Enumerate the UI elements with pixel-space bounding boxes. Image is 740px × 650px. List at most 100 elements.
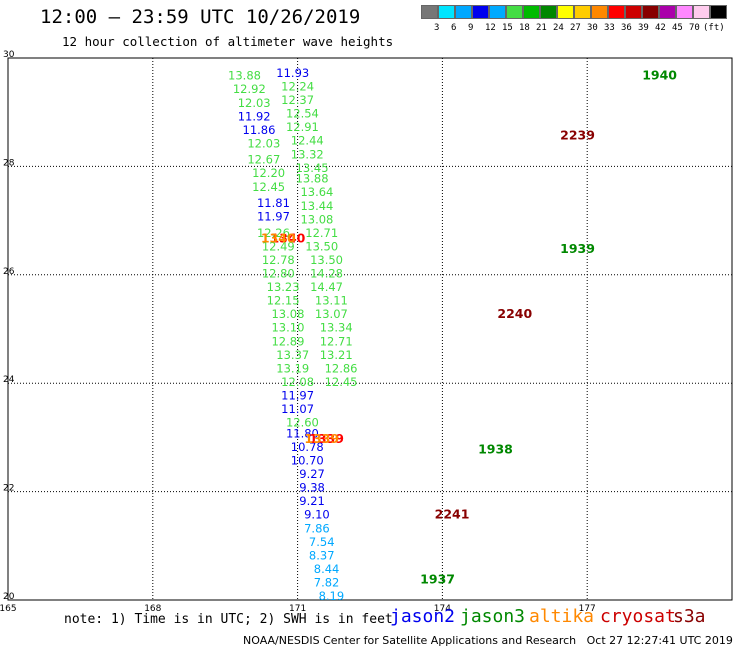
wave-height-value: 12.54 (286, 107, 319, 121)
wave-height-value: 13.08 (300, 212, 333, 226)
legend-altika: altika (529, 606, 595, 627)
legend-label: 42 (655, 23, 666, 33)
wave-height-value: 13.88 (228, 69, 261, 83)
wave-height-value: 12.45 (325, 375, 358, 389)
wave-height-value: 12.86 (325, 361, 358, 375)
wave-height-value: 9.38 (299, 481, 325, 495)
wave-height-value: 11.97 (257, 210, 290, 224)
legend-label: 12 (485, 23, 496, 33)
wave-height-value: 12.15 (267, 294, 300, 308)
wave-height-value: 13.32 (291, 147, 324, 161)
y-tick-label: 26 (3, 267, 15, 277)
wave-height-value: 9.21 (299, 494, 325, 508)
wave-height-value: 14.47 (310, 280, 343, 294)
wave-height-value: 11.80 (286, 426, 319, 440)
legend-swatch (523, 5, 540, 19)
legend-swatch (591, 5, 608, 19)
legend-label: 24 (553, 23, 564, 33)
wave-height-value: 12.45 (252, 180, 285, 194)
legend-swatch (421, 5, 438, 19)
legend-swatch (540, 5, 557, 19)
wave-height-value: 7.82 (314, 575, 340, 589)
wave-height-value: 12.92 (233, 82, 266, 96)
wave-height-value: 13.19 (276, 361, 309, 375)
wave-height-value: 13.08 (271, 307, 304, 321)
legend-label: 39 (638, 23, 649, 33)
legend-label: 30 (587, 23, 598, 33)
legend-label: 33 (604, 23, 615, 33)
legend-label: 45 (672, 23, 683, 33)
legend-swatch (625, 5, 642, 19)
y-tick-label: 20 (3, 592, 15, 602)
wave-height-value: 11.07 (281, 402, 314, 416)
y-tick-label: 24 (3, 375, 15, 385)
wave-height-value: 14.28 (310, 267, 343, 281)
wave-height-value: 12.08 (281, 375, 314, 389)
wave-height-value: 12.37 (281, 93, 314, 107)
legend-label: 18 (519, 23, 530, 33)
pass-time-label: 1939 (560, 241, 595, 256)
wave-height-value: 7.86 (304, 521, 330, 535)
wave-height-value: 12.24 (281, 80, 314, 94)
x-tick-label: 168 (144, 604, 161, 614)
x-tick-label: 171 (289, 604, 306, 614)
note-text: note: 1) Time is in UTC; 2) SWH is in fe… (64, 612, 393, 627)
y-tick-label: 22 (3, 484, 14, 494)
legend-swatch (557, 5, 574, 19)
pass-time-label: 1339 (304, 431, 339, 446)
legend-swatch (472, 5, 489, 19)
wave-height-value: 13.10 (271, 321, 304, 335)
map-frame (7, 57, 733, 601)
legend-swatch (710, 5, 727, 19)
wave-height-value: 10.78 (291, 440, 324, 454)
x-tick-label: 165 (0, 604, 17, 614)
wave-height-value: 13.21 (320, 348, 353, 362)
wave-height-value: 13.37 (276, 348, 309, 362)
wave-height-value: 12.03 (247, 136, 280, 150)
wave-height-value: 12.71 (320, 334, 353, 348)
pass-time-label: 1340 (271, 230, 306, 245)
wave-height-value: 13.11 (315, 294, 348, 308)
legend-label: 6 (451, 23, 457, 33)
wave-height-value: 11.97 (281, 388, 314, 402)
wave-height-value: 12.71 (305, 226, 338, 240)
legend-label: 70 (689, 23, 700, 33)
wave-height-value: 13.23 (267, 280, 300, 294)
wave-height-value: 7.54 (309, 535, 335, 549)
legend-jason2: jason2 (390, 606, 456, 627)
wave-height-value: 10.70 (291, 454, 324, 468)
wave-height-value: 12.49 (262, 239, 295, 253)
wave-height-value: 11.81 (257, 196, 290, 210)
legend-label: 27 (570, 23, 581, 33)
legend-swatch (608, 5, 625, 19)
y-tick-label: 28 (3, 158, 15, 168)
pass-time-label: 1937 (420, 572, 455, 587)
y-tick-label: 30 (3, 50, 15, 60)
wave-height-value: 8.44 (314, 562, 340, 576)
wave-height-value: 11.92 (238, 109, 271, 123)
page-title: 12:00 – 23:59 UTC 10/26/2019 (40, 6, 361, 28)
x-tick-label: 174 (434, 604, 451, 614)
wave-height-value: 12.20 (252, 166, 285, 180)
wave-height-value: 12.91 (286, 120, 319, 134)
pass-time-label: 2240 (497, 306, 532, 321)
pass-time-label: 2239 (560, 127, 595, 142)
wave-height-value: 13.45 (296, 161, 329, 175)
legend-cryosat: cryosat (600, 606, 676, 627)
wave-height-value: 13.64 (300, 185, 333, 199)
wave-height-value: 9.27 (299, 467, 325, 481)
legend-label: 21 (536, 23, 547, 33)
wave-height-value: 11.93 (276, 66, 309, 80)
legend-swatch (438, 5, 455, 19)
wave-height-value: 12.60 (286, 416, 319, 430)
pass-time-label: 1938 (478, 442, 513, 457)
legend-swatch (676, 5, 693, 19)
wave-height-value: 12.26 (257, 226, 290, 240)
wave-height-value: 12.89 (271, 334, 304, 348)
wave-height-value: 12.67 (247, 153, 280, 167)
credit-line: NOAA/NESDIS Center for Satellite Applica… (243, 634, 733, 647)
legend-swatch (574, 5, 591, 19)
legend-label: 9 (468, 23, 474, 33)
x-tick-label: 177 (579, 604, 596, 614)
